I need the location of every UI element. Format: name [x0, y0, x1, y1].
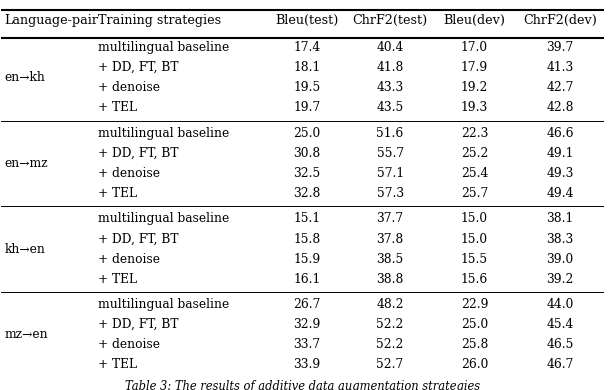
- Text: 22.3: 22.3: [461, 127, 488, 140]
- Text: 25.0: 25.0: [461, 318, 488, 331]
- Text: Language-pair: Language-pair: [4, 14, 98, 27]
- Text: 57.3: 57.3: [376, 187, 404, 200]
- Text: + denoise: + denoise: [98, 81, 160, 94]
- Text: 15.6: 15.6: [461, 273, 488, 285]
- Text: 52.7: 52.7: [376, 358, 404, 371]
- Text: 15.5: 15.5: [461, 253, 488, 266]
- Text: 41.8: 41.8: [376, 61, 404, 74]
- Text: 17.4: 17.4: [293, 41, 320, 54]
- Text: 32.9: 32.9: [293, 318, 320, 331]
- Text: 15.0: 15.0: [461, 232, 488, 246]
- Text: 33.7: 33.7: [294, 338, 320, 351]
- Text: 32.5: 32.5: [293, 167, 320, 180]
- Text: 38.5: 38.5: [376, 253, 404, 266]
- Text: Table 3: The results of additive data augmentation strategies: Table 3: The results of additive data au…: [125, 380, 480, 390]
- Text: multilingual baseline: multilingual baseline: [98, 298, 229, 311]
- Text: 49.4: 49.4: [547, 187, 574, 200]
- Text: 19.3: 19.3: [461, 101, 488, 114]
- Text: Bleu(test): Bleu(test): [275, 14, 339, 27]
- Text: + TEL: + TEL: [98, 273, 137, 285]
- Text: 37.7: 37.7: [376, 213, 404, 225]
- Text: mz→en: mz→en: [4, 328, 48, 341]
- Text: 25.8: 25.8: [461, 338, 488, 351]
- Text: 43.5: 43.5: [376, 101, 404, 114]
- Text: + TEL: + TEL: [98, 187, 137, 200]
- Text: + TEL: + TEL: [98, 358, 137, 371]
- Text: 25.0: 25.0: [293, 127, 320, 140]
- Text: 39.7: 39.7: [547, 41, 574, 54]
- Text: + DD, FT, BT: + DD, FT, BT: [98, 318, 178, 331]
- Text: 19.5: 19.5: [293, 81, 320, 94]
- Text: kh→en: kh→en: [4, 243, 45, 255]
- Text: + DD, FT, BT: + DD, FT, BT: [98, 61, 178, 74]
- Text: 32.8: 32.8: [293, 187, 320, 200]
- Text: 17.0: 17.0: [461, 41, 488, 54]
- Text: 57.1: 57.1: [376, 167, 404, 180]
- Text: 51.6: 51.6: [376, 127, 404, 140]
- Text: 43.3: 43.3: [376, 81, 404, 94]
- Text: 52.2: 52.2: [376, 318, 404, 331]
- Text: 42.7: 42.7: [547, 81, 574, 94]
- Text: + denoise: + denoise: [98, 338, 160, 351]
- Text: 19.2: 19.2: [461, 81, 488, 94]
- Text: 25.2: 25.2: [461, 147, 488, 160]
- Text: 25.4: 25.4: [461, 167, 488, 180]
- Text: 42.8: 42.8: [547, 101, 574, 114]
- Text: 38.1: 38.1: [547, 213, 574, 225]
- Text: 41.3: 41.3: [547, 61, 574, 74]
- Text: 46.5: 46.5: [547, 338, 574, 351]
- Text: en→mz: en→mz: [4, 157, 48, 170]
- Text: 40.4: 40.4: [376, 41, 404, 54]
- Text: 52.2: 52.2: [376, 338, 404, 351]
- Text: + DD, FT, BT: + DD, FT, BT: [98, 232, 178, 246]
- Text: 16.1: 16.1: [293, 273, 320, 285]
- Text: 44.0: 44.0: [547, 298, 574, 311]
- Text: 39.2: 39.2: [547, 273, 574, 285]
- Text: 15.9: 15.9: [293, 253, 320, 266]
- Text: 37.8: 37.8: [376, 232, 404, 246]
- Text: 55.7: 55.7: [376, 147, 404, 160]
- Text: multilingual baseline: multilingual baseline: [98, 41, 229, 54]
- Text: Bleu(dev): Bleu(dev): [443, 14, 505, 27]
- Text: 45.4: 45.4: [547, 318, 574, 331]
- Text: 15.0: 15.0: [461, 213, 488, 225]
- Text: 26.0: 26.0: [461, 358, 488, 371]
- Text: + TEL: + TEL: [98, 101, 137, 114]
- Text: 49.3: 49.3: [547, 167, 574, 180]
- Text: 46.6: 46.6: [547, 127, 574, 140]
- Text: 38.3: 38.3: [547, 232, 574, 246]
- Text: 22.9: 22.9: [461, 298, 488, 311]
- Text: 49.1: 49.1: [547, 147, 574, 160]
- Text: en→kh: en→kh: [4, 71, 45, 84]
- Text: 25.7: 25.7: [461, 187, 488, 200]
- Text: multilingual baseline: multilingual baseline: [98, 213, 229, 225]
- Text: + DD, FT, BT: + DD, FT, BT: [98, 147, 178, 160]
- Text: Training strategies: Training strategies: [98, 14, 221, 27]
- Text: multilingual baseline: multilingual baseline: [98, 127, 229, 140]
- Text: 33.9: 33.9: [293, 358, 320, 371]
- Text: + denoise: + denoise: [98, 253, 160, 266]
- Text: 26.7: 26.7: [293, 298, 320, 311]
- Text: 17.9: 17.9: [461, 61, 488, 74]
- Text: 18.1: 18.1: [293, 61, 320, 74]
- Text: 15.1: 15.1: [294, 213, 320, 225]
- Text: 19.7: 19.7: [293, 101, 320, 114]
- Text: 46.7: 46.7: [547, 358, 574, 371]
- Text: 48.2: 48.2: [376, 298, 404, 311]
- Text: 30.8: 30.8: [293, 147, 320, 160]
- Text: ChrF2(dev): ChrF2(dev): [523, 14, 597, 27]
- Text: 39.0: 39.0: [547, 253, 574, 266]
- Text: 38.8: 38.8: [376, 273, 404, 285]
- Text: + denoise: + denoise: [98, 167, 160, 180]
- Text: ChrF2(test): ChrF2(test): [353, 14, 428, 27]
- Text: 15.8: 15.8: [293, 232, 320, 246]
